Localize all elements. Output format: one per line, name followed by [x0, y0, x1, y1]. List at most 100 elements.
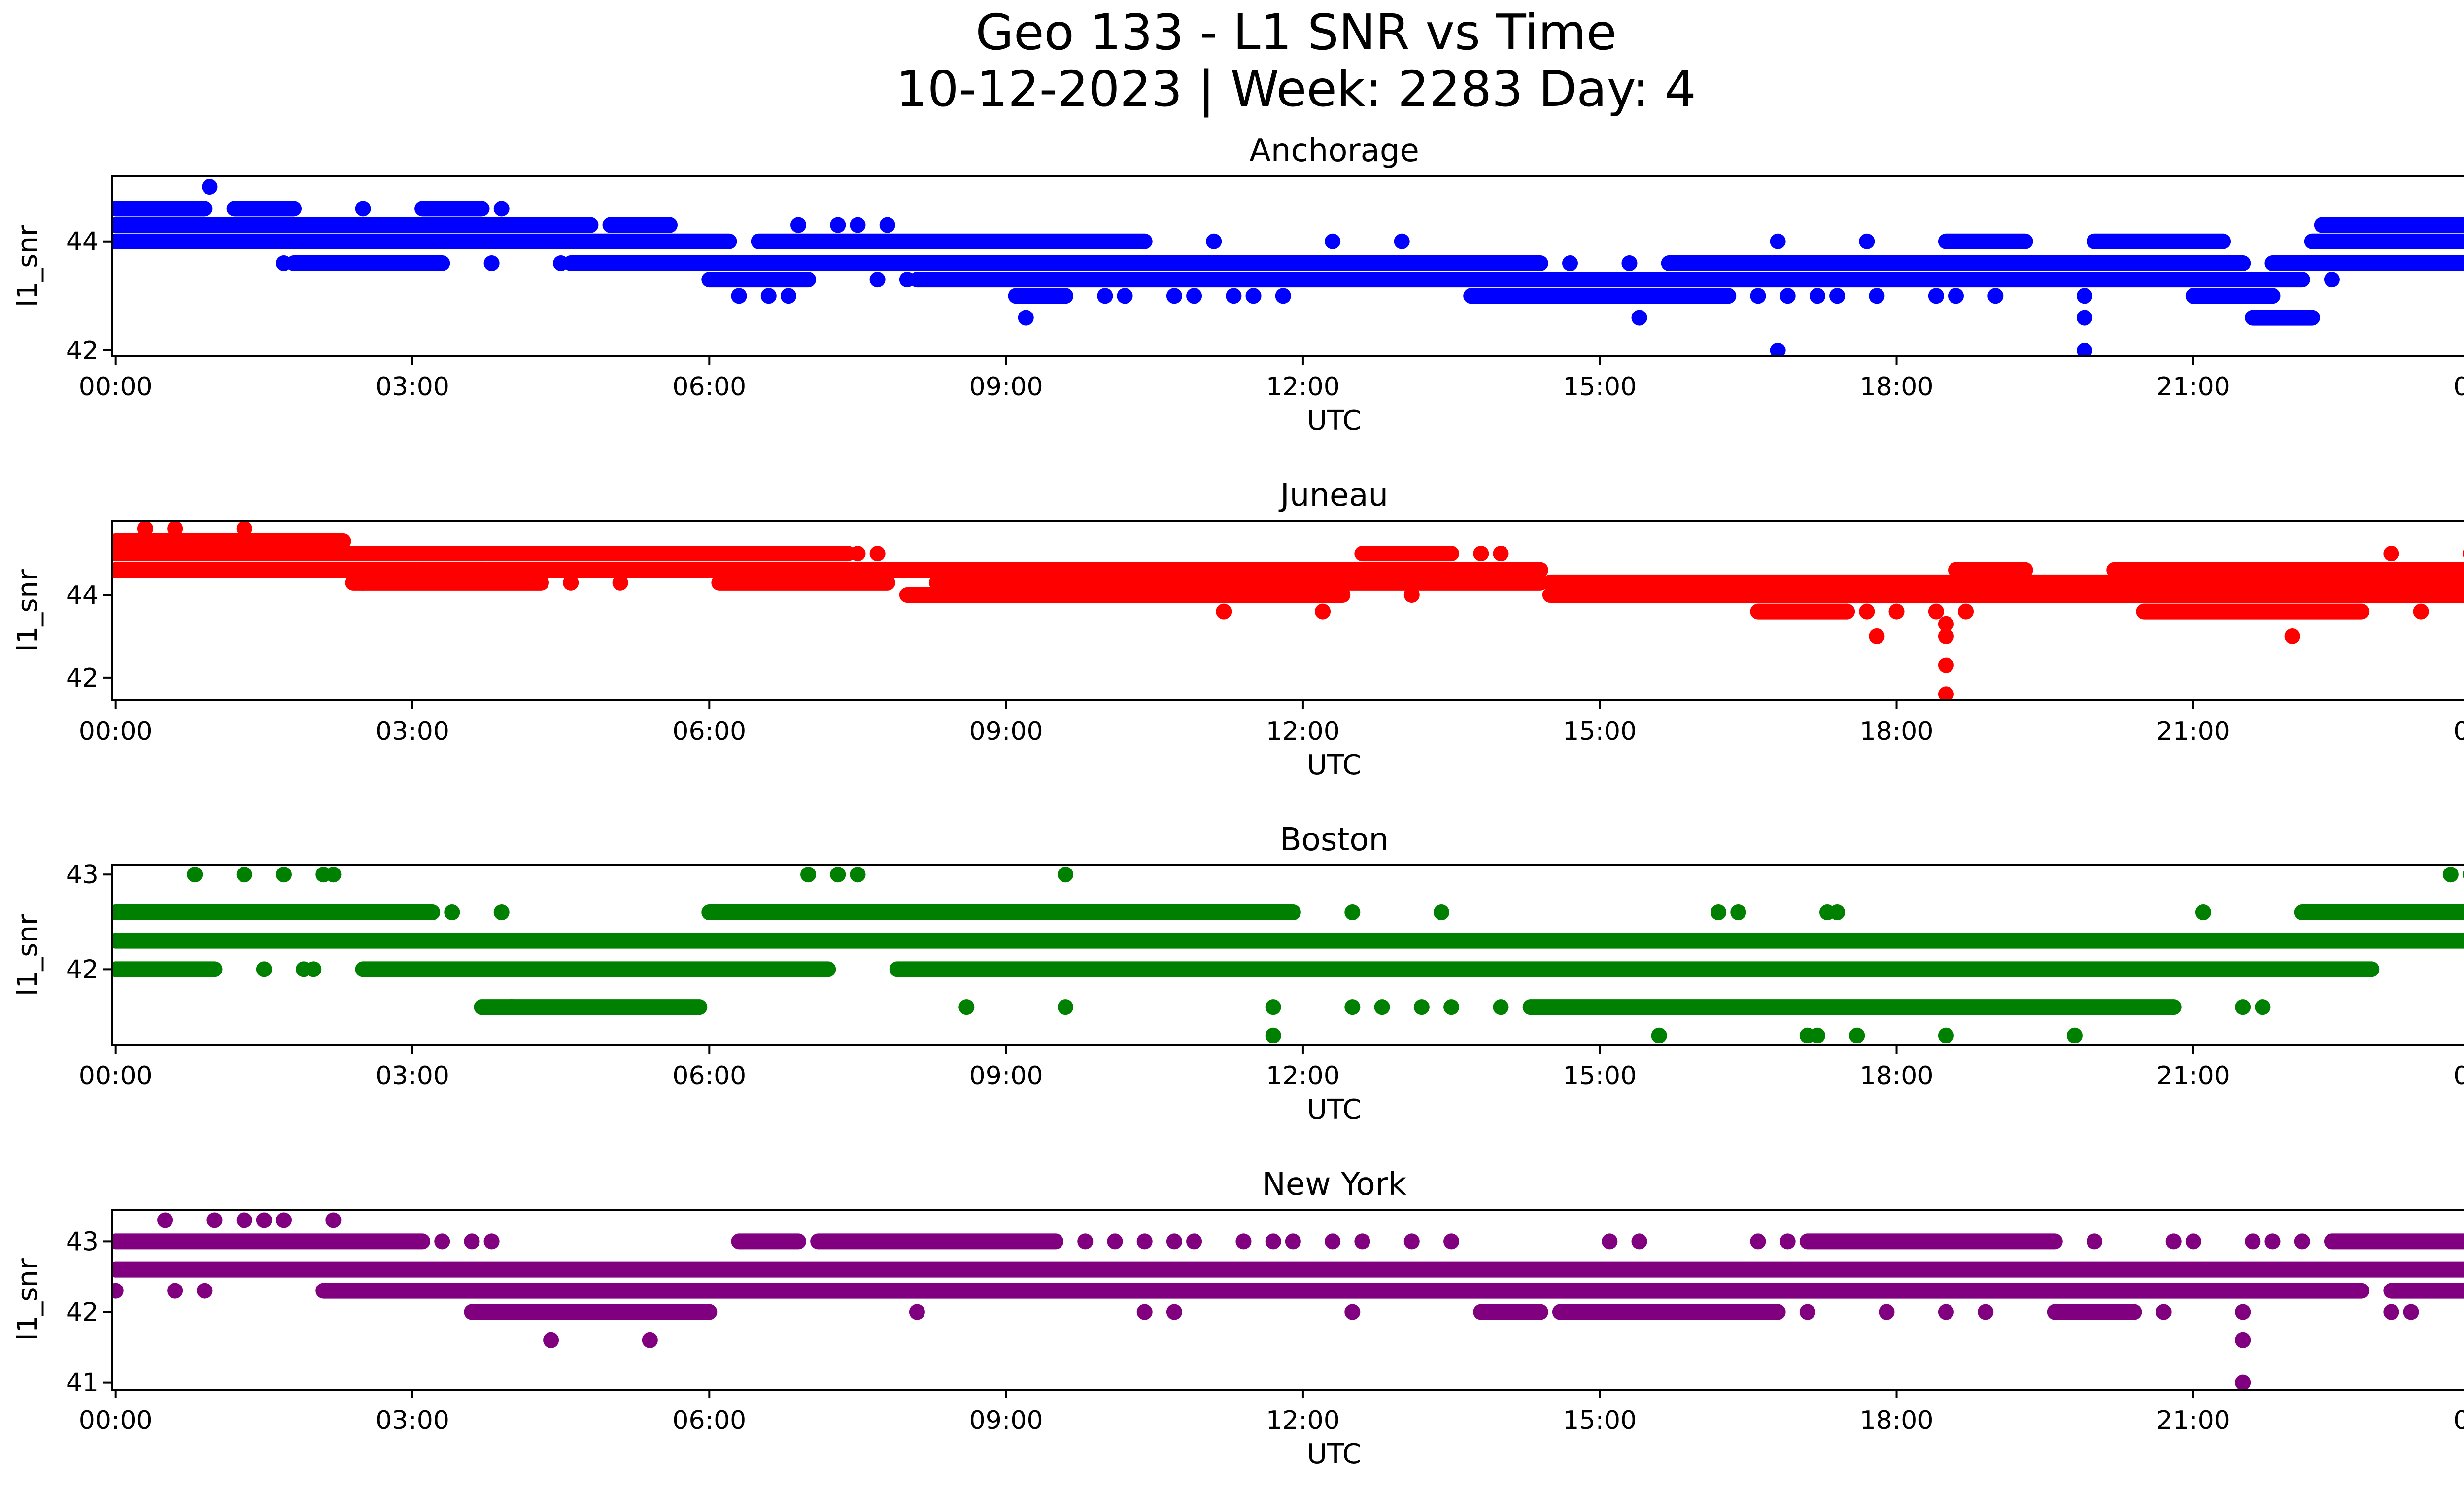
x-tick-label: 09:00	[969, 1061, 1043, 1091]
x-tick-label: 00:00	[79, 717, 153, 746]
x-tick-label: 12:00	[1266, 1061, 1340, 1091]
data-point	[1434, 904, 1449, 921]
x-tick-label: 18:00	[1860, 1061, 1934, 1091]
data-point	[1403, 587, 1420, 603]
data-point	[2383, 1304, 2399, 1320]
x-tick-label: 09:00	[969, 1406, 1043, 1435]
data-point	[493, 904, 510, 921]
data-point	[2235, 1332, 2251, 1348]
data-point	[1938, 1304, 1954, 1320]
x-tick-label: 12:00	[1266, 372, 1340, 402]
data-point	[1493, 999, 1509, 1015]
subplot-title: New York	[1262, 1166, 1406, 1203]
x-tick-label: 21:00	[2156, 717, 2230, 746]
data-point	[2235, 1374, 2251, 1390]
data-point	[1562, 255, 1578, 271]
x-tick-label: 06:00	[672, 372, 746, 402]
data-point	[1117, 288, 1133, 304]
data-point	[2284, 628, 2300, 644]
data-point	[830, 217, 846, 233]
data-point	[1631, 310, 1647, 326]
data-point	[850, 867, 866, 883]
data-point	[958, 999, 975, 1015]
data-point	[414, 546, 431, 562]
subplot-title: Juneau	[1278, 477, 1388, 514]
data-point	[1077, 1233, 1094, 1250]
data-point	[197, 1283, 213, 1299]
y-axis-label: l1_snr	[12, 569, 44, 652]
data-point	[1809, 288, 1825, 304]
data-point	[1711, 904, 1727, 921]
data-point	[187, 867, 203, 883]
data-point	[1394, 233, 1410, 249]
x-tick-label: 09:00	[969, 372, 1043, 402]
data-point	[2066, 1027, 2083, 1043]
data-point	[1166, 1304, 1182, 1320]
x-tick-label: 21:00	[2156, 1406, 2230, 1435]
x-tick-label: 12:00	[1266, 1406, 1340, 1435]
data-point	[1166, 1233, 1182, 1250]
data-point	[1888, 603, 1905, 620]
data-point	[1403, 1233, 1420, 1250]
data-marks	[112, 521, 2464, 700]
x-tick-label: 00:00	[79, 1061, 153, 1091]
data-point	[1651, 1027, 1667, 1043]
x-tick-label: 03:00	[376, 1061, 449, 1091]
data-point	[1265, 1233, 1281, 1250]
panels: Anchorage 00:00 03:00 06:00 09:00 12:00 15:00 1…	[12, 133, 2464, 1470]
x-tick-label: 21:00	[2156, 1061, 2230, 1091]
data-point	[1849, 1027, 1865, 1043]
data-point	[909, 1304, 925, 1320]
x-tick-label: 15:00	[1563, 1061, 1637, 1091]
y-axis-label: l1_snr	[12, 913, 44, 996]
data-point	[236, 867, 252, 883]
data-point	[2344, 217, 2360, 233]
data-point	[1344, 904, 1361, 921]
data-point	[1829, 288, 1846, 304]
data-point	[1226, 288, 1242, 304]
x-tick-label: 18:00	[1860, 1406, 1934, 1435]
y-axis-label: l1_snr	[12, 1258, 44, 1341]
data-point	[1958, 603, 1974, 620]
data-point	[899, 272, 915, 288]
data-point	[474, 546, 490, 562]
data-point	[167, 1283, 183, 1299]
x-axis-label: UTC	[1307, 1094, 1362, 1126]
data-point	[2077, 310, 2092, 326]
data-point	[1859, 233, 1875, 249]
data-point	[276, 867, 292, 883]
x-tick-label: 12:00	[1266, 717, 1340, 746]
data-point	[1216, 603, 1232, 620]
axes-frame	[111, 520, 2464, 701]
x-tick-label: 21:00	[2156, 372, 2230, 402]
x-tick-label: 06:00	[672, 1061, 746, 1091]
data-point	[1206, 233, 1222, 249]
data-point	[1235, 1233, 1252, 1250]
data-point	[206, 1212, 223, 1228]
data-point	[1493, 546, 1509, 562]
data-point	[1780, 1233, 1796, 1250]
data-point	[1799, 1304, 1815, 1320]
data-point	[325, 1212, 342, 1228]
y-tick-label: 42	[66, 336, 99, 366]
data-point	[1058, 999, 1074, 1015]
x-axis-label: UTC	[1307, 749, 1362, 781]
data-point	[2403, 1304, 2419, 1320]
figure-title-line1: Geo 133 - L1 SNR vs Time	[976, 3, 1617, 61]
data-point	[2235, 1304, 2251, 1320]
data-point	[2007, 255, 2023, 271]
data-point	[612, 574, 628, 591]
data-point	[1869, 288, 1885, 304]
data-point	[2156, 1304, 2172, 1320]
data-point	[355, 574, 371, 591]
data-point	[2264, 1233, 2281, 1250]
data-point	[1750, 1233, 1766, 1250]
x-tick-label: 00:00	[2453, 717, 2464, 746]
data-point	[1285, 1233, 1301, 1250]
data-point	[464, 1233, 480, 1250]
subplot-anchorage: Anchorage 00:00 03:00 06:00 09:00 12:00 15:00 1…	[12, 133, 2464, 437]
x-tick-label: 15:00	[1563, 717, 1637, 746]
data-point	[1780, 288, 1796, 304]
subplot-boston: Boston 00:00 03:00 06:00 09:00 12:00 15:00 18:0…	[12, 822, 2464, 1126]
x-axis-label: UTC	[1307, 1438, 1362, 1470]
